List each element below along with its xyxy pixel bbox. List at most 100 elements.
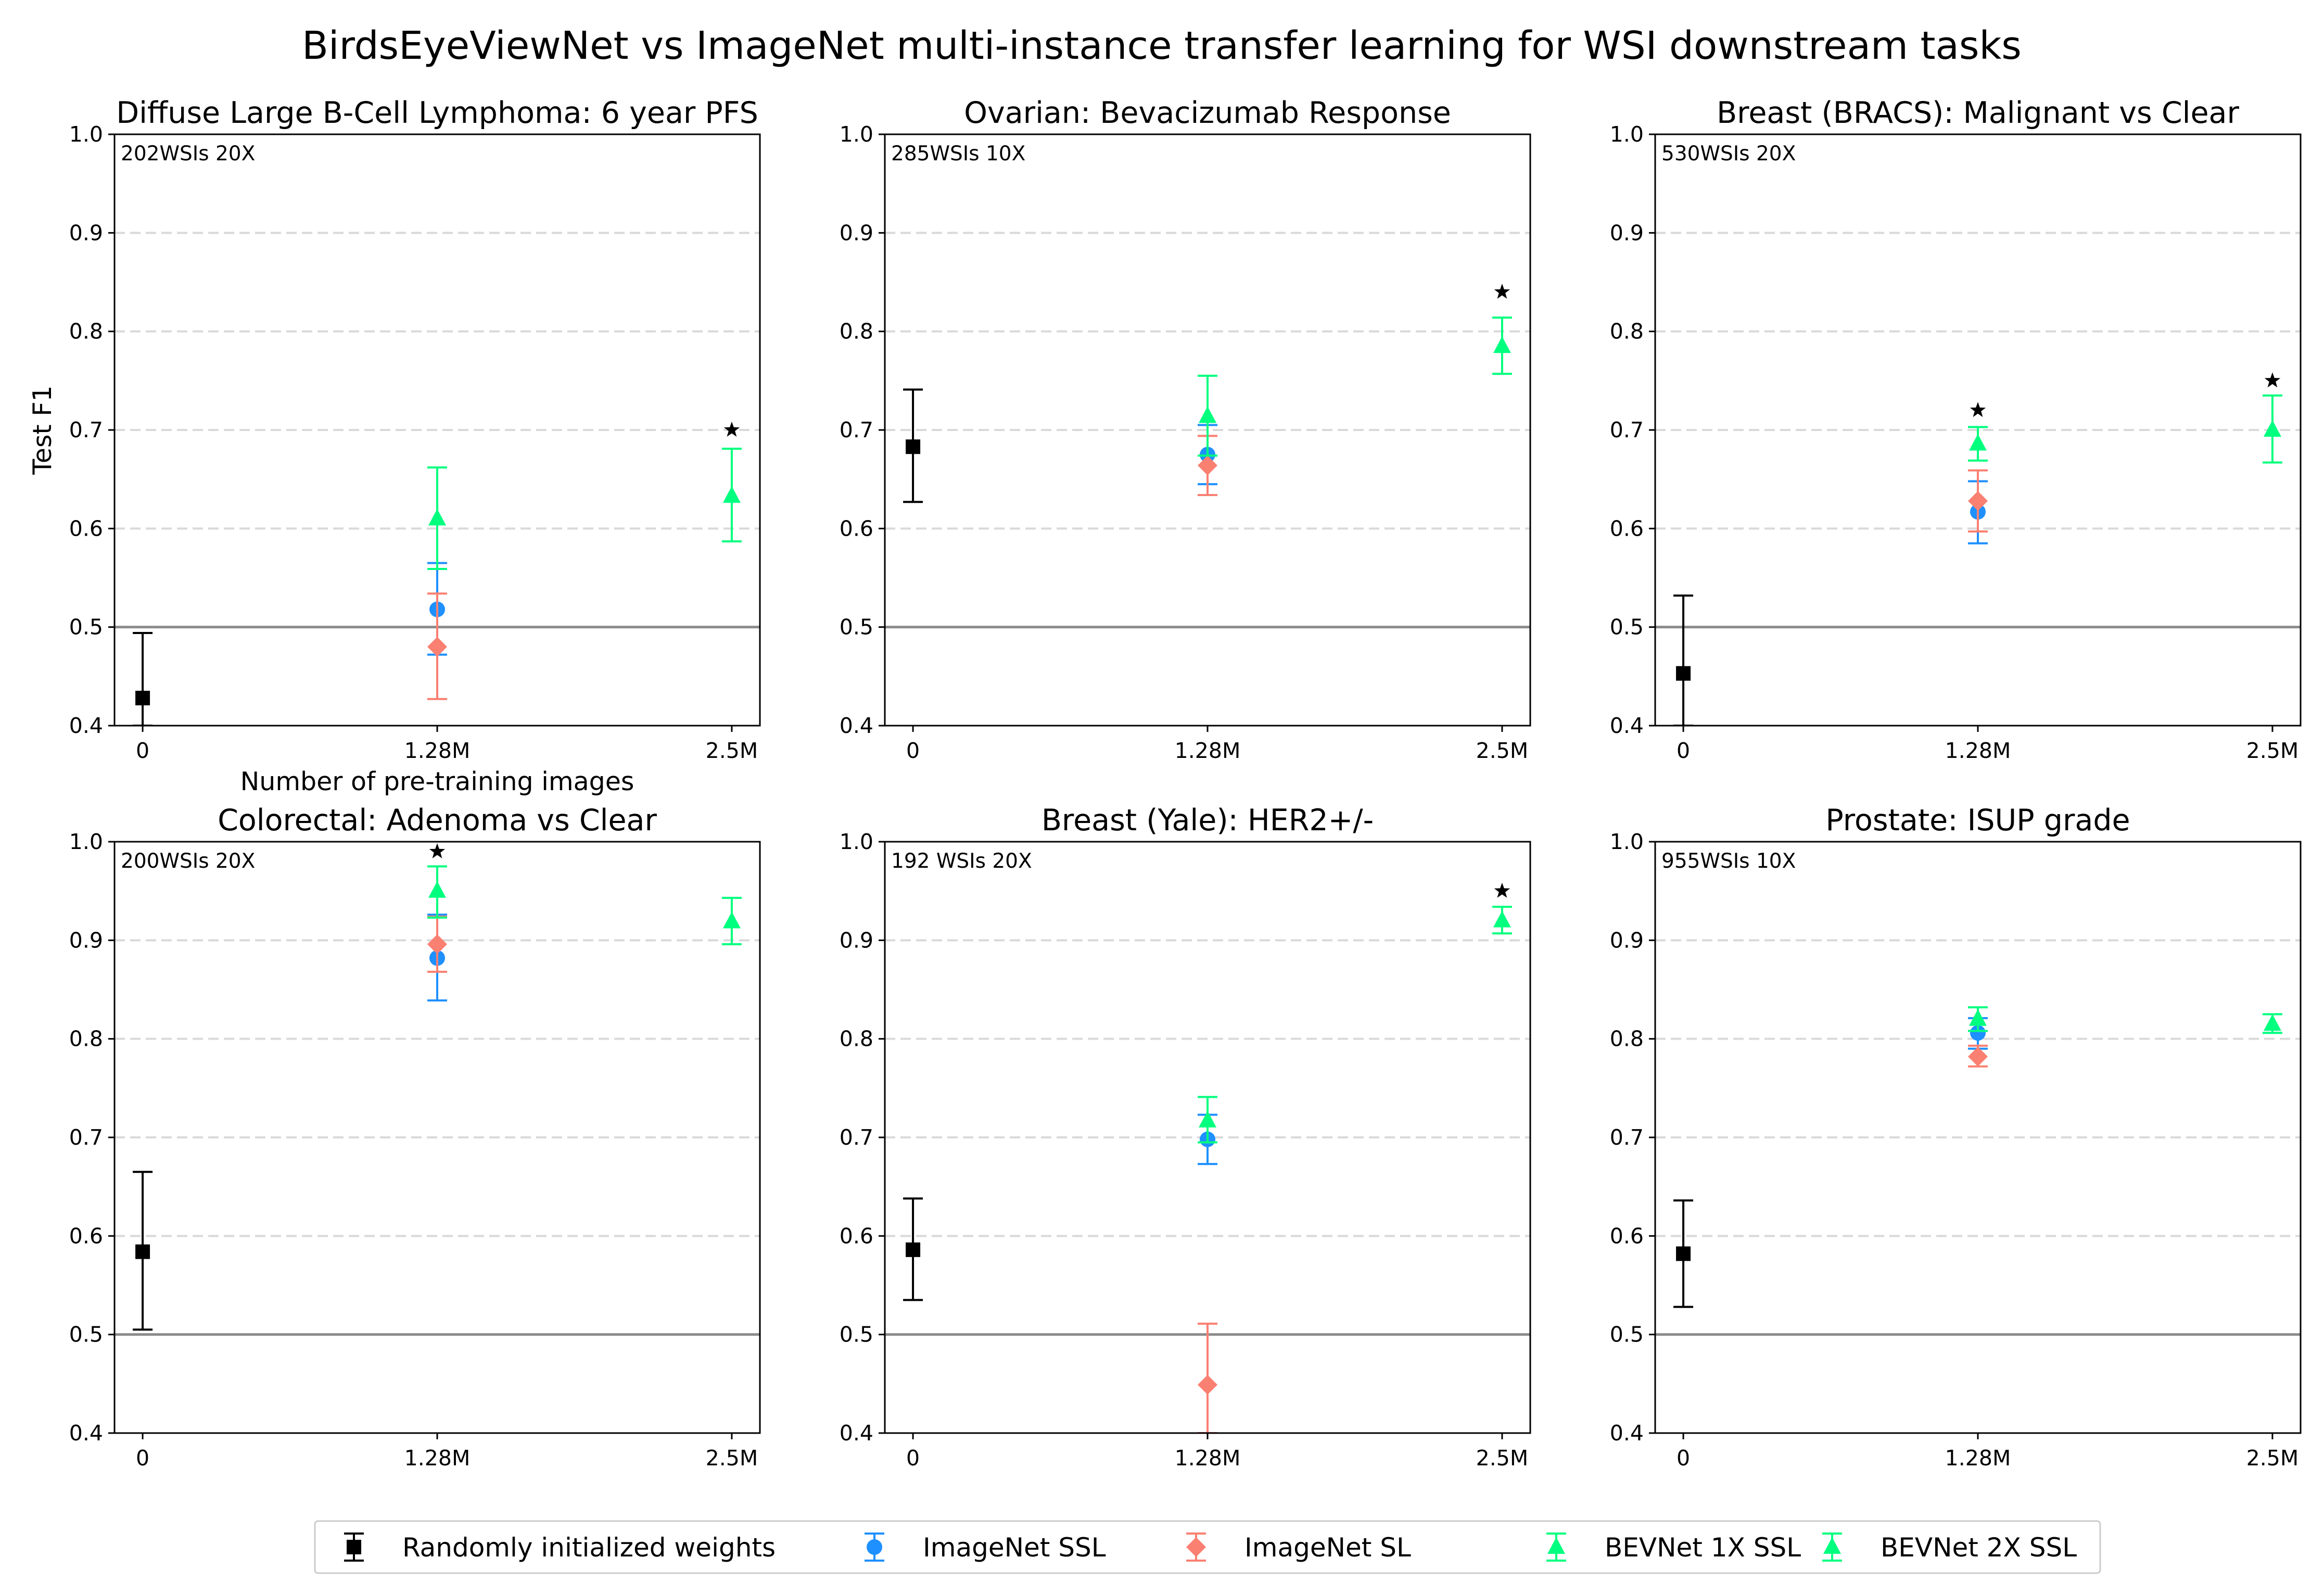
subplot-title: Ovarian: Bevacizumab Response xyxy=(964,96,1451,130)
point-bev1x xyxy=(428,509,446,526)
x-tick-label: 0 xyxy=(906,1446,920,1471)
wsi-annotation: 200WSIs 20X xyxy=(121,850,255,873)
data-layer xyxy=(903,316,1512,503)
y-tick-label: 0.7 xyxy=(1610,1125,1644,1150)
y-tick-label: 1.0 xyxy=(1610,122,1644,147)
point-bev1x xyxy=(1969,1009,1987,1026)
point-imagenet_ssl xyxy=(1970,1025,1986,1041)
legend-marker xyxy=(1823,1537,1841,1554)
x-tick-label: 0 xyxy=(136,1446,149,1471)
significance-star xyxy=(1494,882,1510,898)
legend-label: Randomly initialized weights xyxy=(402,1532,776,1563)
point-imagenet_sl xyxy=(1968,1046,1988,1067)
y-tick-label: 0.5 xyxy=(1610,615,1644,640)
x-tick-label: 1.28M xyxy=(404,1446,471,1471)
legend-label: ImageNet SL xyxy=(1244,1532,1411,1563)
legend-label: BEVNet 1X SSL xyxy=(1605,1532,1801,1563)
significance-star xyxy=(1970,402,1986,417)
y-tick-label: 1.0 xyxy=(840,122,873,147)
point-imagenet_sl xyxy=(427,934,447,954)
point-bev1x xyxy=(1199,1110,1216,1128)
y-tick-label: 0.6 xyxy=(840,1223,873,1248)
subplot-3: 0.4 0.5 0.6 0.7 0.8 0.9 1.0 0 1.28M 2.5M Breast (B… xyxy=(1610,96,2302,763)
y-tick-label: 0.4 xyxy=(1610,1421,1644,1446)
point-random xyxy=(906,439,921,454)
y-tick-label: 0.8 xyxy=(1610,319,1644,344)
data-layer xyxy=(133,447,742,726)
legend-label: ImageNet SSL xyxy=(923,1532,1106,1563)
data-layer xyxy=(1673,394,2282,726)
x-tick-label: 1.28M xyxy=(1175,738,1241,763)
y-tick-label: 0.9 xyxy=(69,928,103,953)
point-random xyxy=(1676,666,1691,681)
subplot-1: 0.4 0.5 0.6 0.7 0.8 0.9 1.0 0 1.28M 2.5M Diffuse L… xyxy=(28,96,761,796)
x-tick-label: 2.5M xyxy=(706,738,758,763)
legend-frame xyxy=(314,1520,2101,1574)
point-random xyxy=(906,1242,921,1257)
y-tick-label: 0.5 xyxy=(69,1322,103,1347)
y-tick-label: 0.6 xyxy=(69,1223,103,1248)
significance-star xyxy=(2264,372,2281,388)
point-random xyxy=(135,690,150,705)
x-tick-label: 2.5M xyxy=(706,1446,758,1471)
legend-item-bev1x: BEVNet 1X SSL xyxy=(1546,1532,1801,1563)
y-tick-label: 1.0 xyxy=(840,829,873,854)
x-tick-label: 0 xyxy=(1677,1446,1690,1471)
y-tick-label: 0.8 xyxy=(840,1027,873,1052)
significance-star xyxy=(429,843,446,858)
y-tick-label: 0.4 xyxy=(69,713,103,738)
point-imagenet_sl xyxy=(427,637,447,657)
subplot-title: Prostate: ISUP grade xyxy=(1825,803,2130,838)
point-bev1x xyxy=(1199,406,1216,423)
y-tick-label: 0.9 xyxy=(840,928,873,953)
y-tick-label: 0.9 xyxy=(1610,220,1644,245)
significance-star xyxy=(723,422,740,437)
x-axis-label: Number of pre-training images xyxy=(240,767,634,796)
wsi-annotation: 530WSIs 20X xyxy=(1661,142,1796,166)
point-bev1x xyxy=(1969,434,1987,451)
y-tick-label: 0.8 xyxy=(69,319,103,344)
y-tick-label: 0.6 xyxy=(69,516,103,541)
legend: Randomly initialized weights ImageNet SSL… xyxy=(314,1520,2101,1574)
y-tick-label: 0.9 xyxy=(840,220,873,245)
data-layer xyxy=(133,865,742,1331)
y-axis-label: Test F1 xyxy=(28,385,57,475)
significance-star xyxy=(1494,283,1510,299)
legend-item-imagenet_ssl: ImageNet SSL xyxy=(865,1532,1106,1563)
y-tick-label: 1.0 xyxy=(69,122,103,147)
y-tick-label: 1.0 xyxy=(1610,829,1644,854)
y-tick-label: 0.6 xyxy=(840,516,873,541)
y-tick-label: 0.6 xyxy=(1610,1223,1644,1248)
point-bev2x xyxy=(722,911,741,929)
point-bev2x xyxy=(1493,336,1511,353)
subplot-grid: 0.4 0.5 0.6 0.7 0.8 0.9 1.0 0 1.28M 2.5M Diffuse L… xyxy=(28,96,2302,1471)
subplot-6: 0.4 0.5 0.6 0.7 0.8 0.9 1.0 0 1.28M 2.5M Prostate:… xyxy=(1610,803,2302,1471)
x-tick-label: 0 xyxy=(906,738,920,763)
wsi-annotation: 202WSIs 20X xyxy=(121,142,255,166)
y-tick-label: 0.5 xyxy=(840,1322,873,1347)
legend-marker xyxy=(1186,1537,1206,1557)
subplot-title: Diffuse Large B-Cell Lymphoma: 6 year PF… xyxy=(116,96,758,130)
subplot-title: Breast (BRACS): Malignant vs Clear xyxy=(1717,96,2239,130)
point-imagenet_sl xyxy=(1968,491,1988,511)
y-tick-label: 0.4 xyxy=(1610,713,1644,738)
x-tick-label: 1.28M xyxy=(1945,738,2011,763)
x-tick-label: 0 xyxy=(136,738,149,763)
point-random xyxy=(1676,1246,1691,1261)
x-tick-label: 0 xyxy=(1677,738,1690,763)
wsi-annotation: 955WSIs 10X xyxy=(1661,850,1796,873)
y-tick-label: 0.7 xyxy=(840,1125,873,1150)
y-tick-label: 0.8 xyxy=(69,1027,103,1052)
subplot-2: 0.4 0.5 0.6 0.7 0.8 0.9 1.0 0 1.28M 2.5M Ovarian: … xyxy=(840,96,1531,763)
y-tick-label: 0.8 xyxy=(1610,1027,1644,1052)
point-bev1x xyxy=(428,881,446,898)
point-bev2x xyxy=(2263,1014,2281,1031)
legend-marker xyxy=(1547,1537,1565,1554)
y-tick-label: 0.5 xyxy=(69,615,103,640)
subplot-5: 0.4 0.5 0.6 0.7 0.8 0.9 1.0 0 1.28M 2.5M Breast (Y… xyxy=(840,803,1531,1471)
x-tick-label: 1.28M xyxy=(1175,1446,1241,1471)
x-tick-label: 2.5M xyxy=(1476,738,1529,763)
subplot-4: 0.4 0.5 0.6 0.7 0.8 0.9 1.0 0 1.28M 2.5M Colorecta… xyxy=(69,803,761,1471)
point-imagenet_sl xyxy=(1198,1375,1217,1395)
